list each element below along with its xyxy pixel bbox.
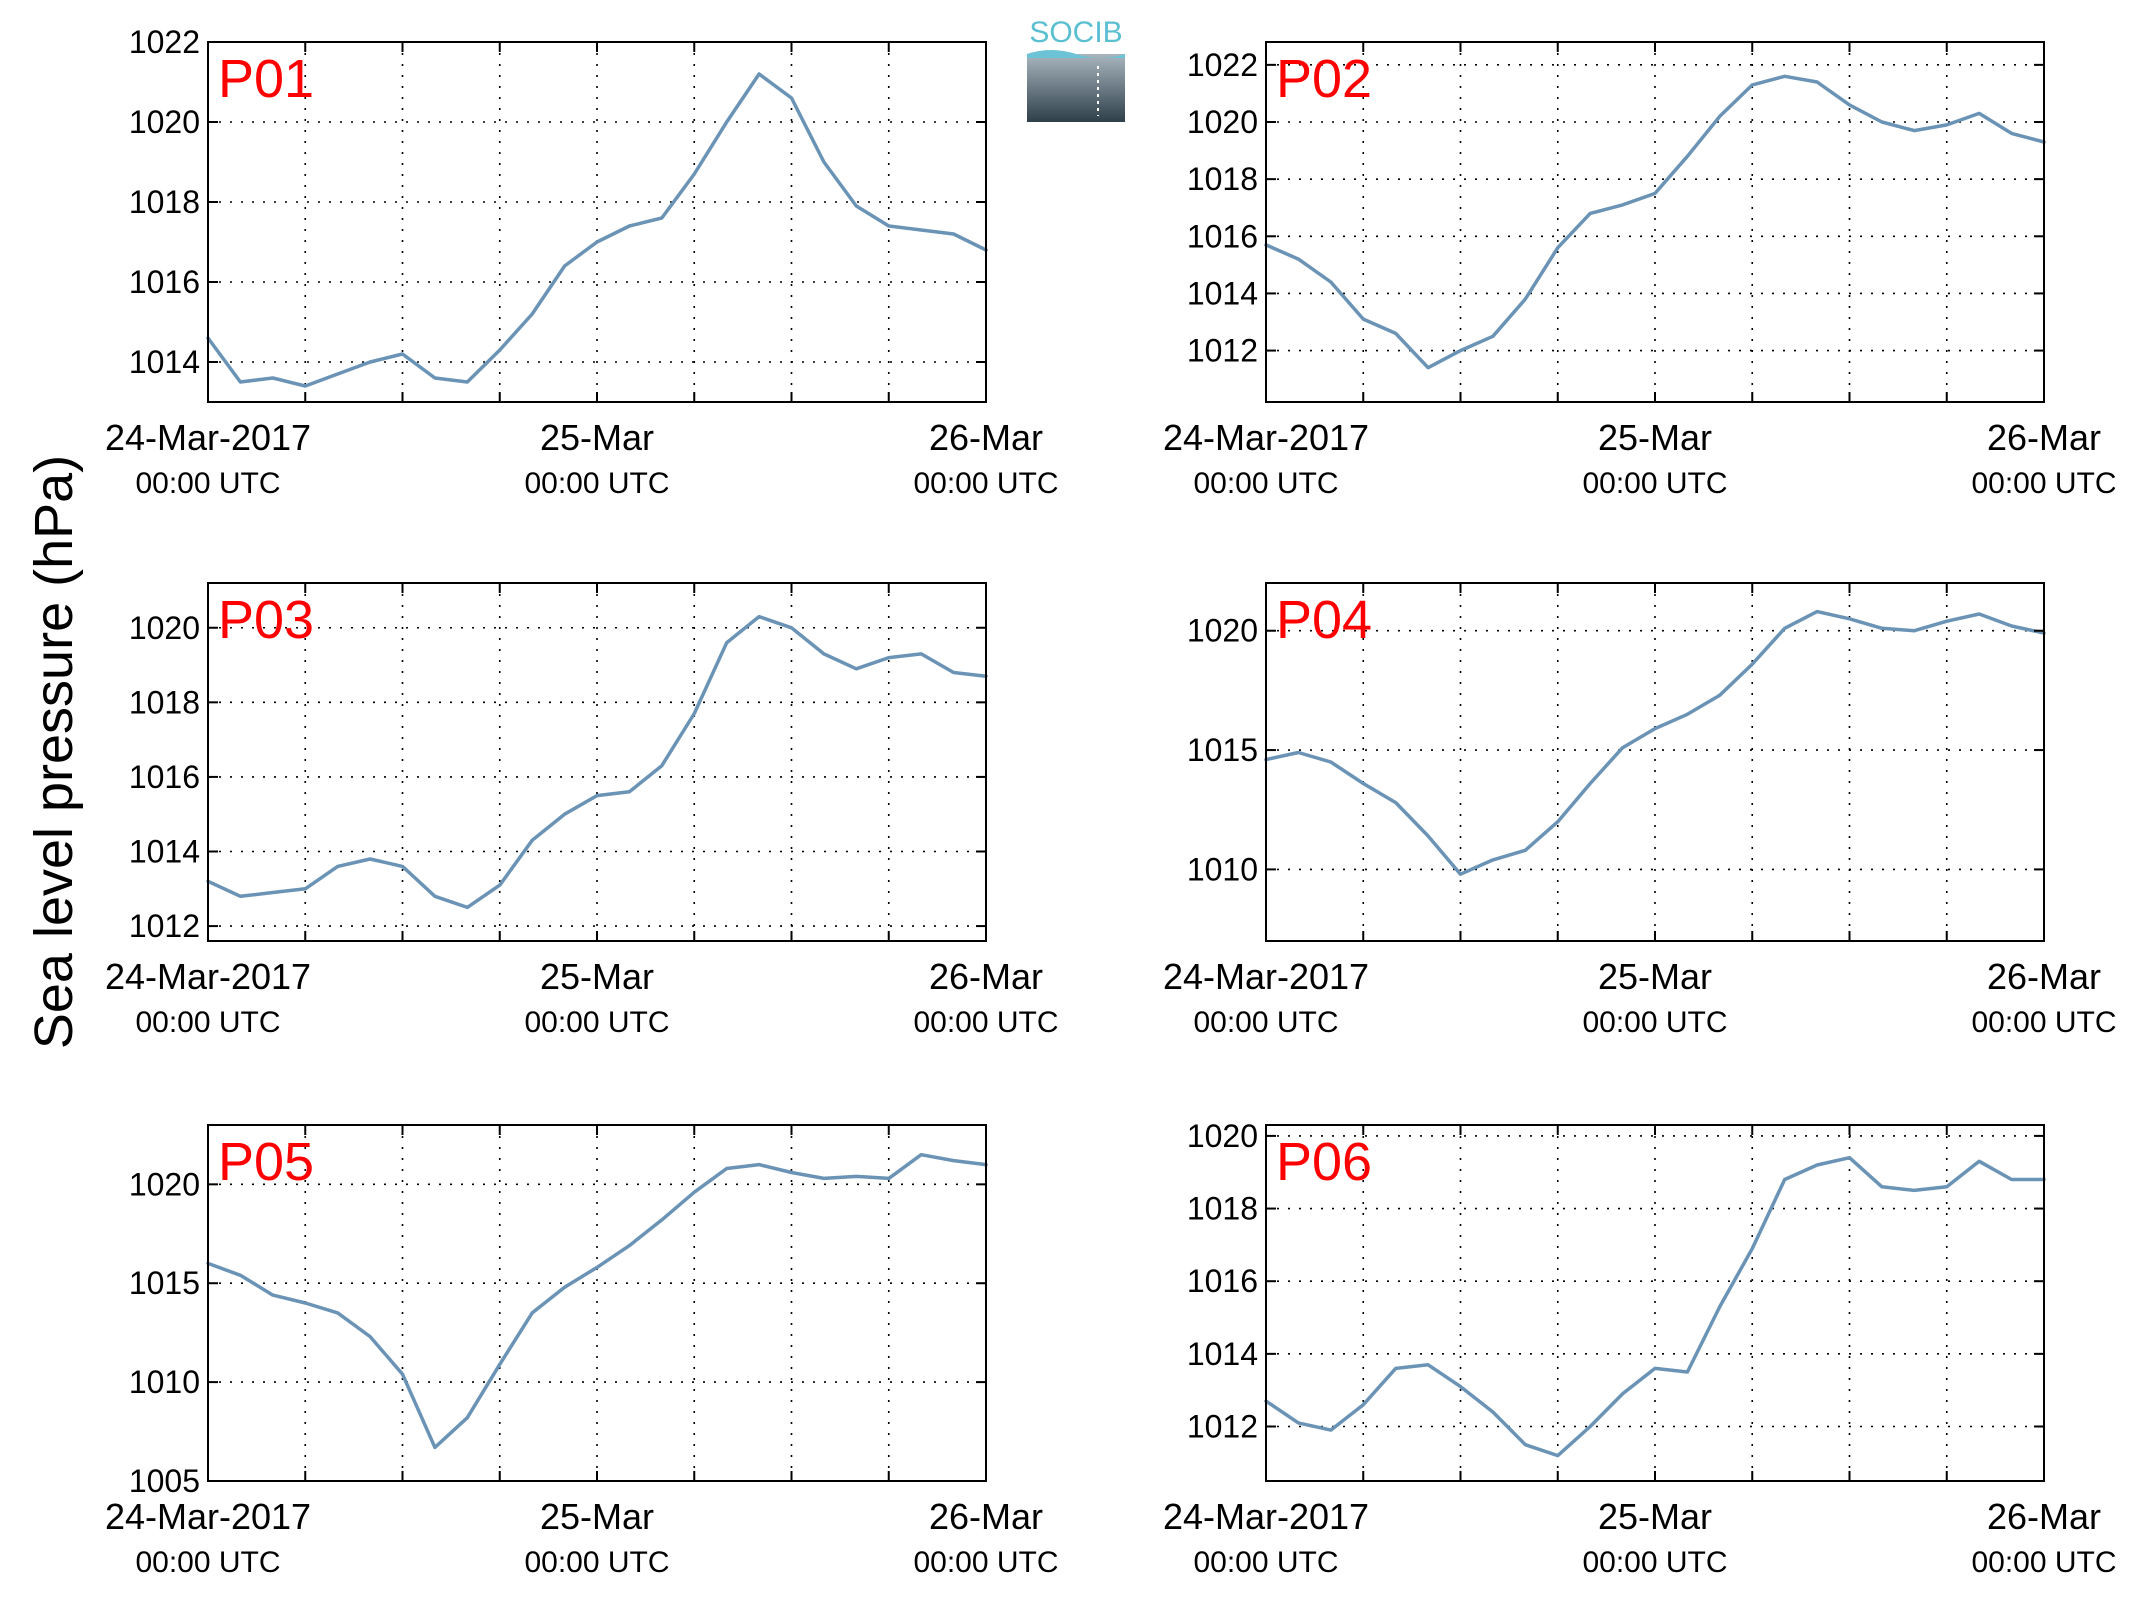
x-tick-label-date: 26-Mar — [929, 1496, 1043, 1537]
y-tick-label: 1015 — [1187, 732, 1258, 768]
logo-block — [1027, 54, 1125, 122]
pressure-series-line — [1264, 1155, 2046, 1458]
x-tick-label-time: 00:00 UTC — [913, 1546, 1058, 1579]
socib-logo: SOCIB — [1027, 16, 1125, 122]
x-tick-label-time: 00:00 UTC — [913, 1006, 1058, 1039]
pressure-series-line — [1264, 609, 2046, 876]
x-tick-label-time: 00:00 UTC — [1582, 1006, 1727, 1039]
x-tick-label-date: 26-Mar — [929, 417, 1043, 458]
y-tick-label: 1015 — [129, 1265, 200, 1301]
x-tick-label-time: 00:00 UTC — [913, 467, 1058, 500]
x-tick-label-date: 26-Mar — [1987, 956, 2101, 997]
panels: 1014 1016 1018 1020 1022 24-Mar-2017 00:00 UTC… — [105, 24, 2117, 1579]
x-tick-label-date: 26-Mar — [929, 956, 1043, 997]
x-tick-label-time: 00:00 UTC — [1971, 1006, 2116, 1039]
x-tick-label-time: 00:00 UTC — [1582, 1546, 1727, 1579]
y-tick-label: 1020 — [129, 104, 200, 140]
x-tick-label-date: 24-Mar-2017 — [1163, 1496, 1369, 1537]
x-tick-label-date: 26-Mar — [1987, 1496, 2101, 1537]
x-tick-label-date: 25-Mar — [1598, 417, 1712, 458]
y-tick-label: 1010 — [129, 1364, 200, 1400]
y-tick-label: 1012 — [1187, 1409, 1258, 1445]
y-tick-label: 1022 — [129, 24, 200, 60]
y-tick-label: 1020 — [1187, 613, 1258, 649]
y-tick-label: 1010 — [1187, 851, 1258, 887]
x-tick-label-date: 26-Mar — [1987, 417, 2101, 458]
y-tick-label: 1018 — [1187, 161, 1258, 197]
x-tick-label-time: 00:00 UTC — [1193, 1006, 1338, 1039]
panel-label: P02 — [1276, 49, 1372, 109]
x-tick-label-date: 25-Mar — [540, 1496, 654, 1537]
y-tick-label: 1022 — [1187, 47, 1258, 83]
x-tick-label-time: 00:00 UTC — [1971, 467, 2116, 500]
pressure-series-line — [206, 72, 988, 388]
pressure-series-line — [206, 614, 988, 910]
panel-label: P05 — [218, 1132, 314, 1192]
y-tick-label: 1020 — [129, 1166, 200, 1202]
plot-area — [1266, 42, 2044, 402]
x-tick-label-time: 00:00 UTC — [1193, 467, 1338, 500]
x-tick-label-time: 00:00 UTC — [524, 1546, 669, 1579]
logo-text: SOCIB — [1029, 16, 1122, 49]
panel-label: P06 — [1276, 1132, 1372, 1192]
plot-area — [208, 583, 986, 941]
x-tick-label-time: 00:00 UTC — [135, 1546, 280, 1579]
y-tick-label: 1018 — [129, 184, 200, 220]
y-axis-label: Sea level pressure (hPa) — [24, 455, 84, 1049]
pressure-series-line — [206, 1152, 988, 1450]
x-tick-label-date: 24-Mar-2017 — [1163, 417, 1369, 458]
x-tick-label-date: 25-Mar — [1598, 1496, 1712, 1537]
logo-wave — [1027, 50, 1125, 58]
x-tick-label-date: 25-Mar — [540, 417, 654, 458]
x-tick-label-date: 25-Mar — [540, 956, 654, 997]
x-tick-label-time: 00:00 UTC — [1582, 467, 1727, 500]
y-tick-label: 1014 — [129, 344, 200, 380]
x-tick-label-time: 00:00 UTC — [135, 467, 280, 500]
panel-p03: 1012 1014 1016 1018 1020 24-Mar-2017 00:00 UTC… — [105, 582, 1059, 1039]
x-tick-label-date: 24-Mar-2017 — [105, 1496, 311, 1537]
x-tick-label-date: 24-Mar-2017 — [105, 417, 311, 458]
y-tick-label: 1020 — [1187, 1118, 1258, 1154]
x-tick-label-time: 00:00 UTC — [524, 467, 669, 500]
y-tick-label: 1018 — [1187, 1191, 1258, 1227]
y-tick-label: 1016 — [129, 264, 200, 300]
y-tick-label: 1020 — [1187, 104, 1258, 140]
x-tick-label-time: 00:00 UTC — [1971, 1546, 2116, 1579]
y-tick-label: 1012 — [129, 908, 200, 944]
y-tick-label: 1020 — [129, 610, 200, 646]
x-tick-label-time: 00:00 UTC — [1193, 1546, 1338, 1579]
panel-p05: 1005 1010 1015 1020 24-Mar-2017 00:00 UTC 25-M… — [105, 1124, 1059, 1579]
panel-p04: 1010 1015 1020 24-Mar-2017 00:00 UTC 25-Mar 00… — [1163, 582, 2117, 1039]
panel-label: P01 — [218, 49, 314, 109]
y-tick-label: 1016 — [1187, 218, 1258, 254]
x-tick-label-time: 00:00 UTC — [524, 1006, 669, 1039]
y-tick-label: 1012 — [1187, 333, 1258, 369]
panel-label: P04 — [1276, 590, 1372, 650]
y-tick-label: 1016 — [129, 759, 200, 795]
x-tick-label-date: 24-Mar-2017 — [105, 956, 311, 997]
y-tick-label: 1018 — [129, 684, 200, 720]
x-tick-label-date: 24-Mar-2017 — [1163, 956, 1369, 997]
panel-p06: 1012 1014 1016 1018 1020 24-Mar-2017 00:00 UTC… — [1163, 1118, 2117, 1579]
panel-p02: 1012 1014 1016 1018 1020 1022 24-Mar-2017 00:00… — [1163, 41, 2117, 500]
y-tick-label: 1014 — [129, 834, 200, 870]
y-tick-label: 1005 — [129, 1463, 200, 1499]
y-tick-label: 1014 — [1187, 275, 1258, 311]
plot-area — [1266, 583, 2044, 941]
panel-p01: 1014 1016 1018 1020 1022 24-Mar-2017 00:00 UTC… — [105, 24, 1059, 500]
panel-label: P03 — [218, 590, 314, 650]
pressure-series-line — [1264, 74, 2046, 370]
y-tick-label: 1014 — [1187, 1336, 1258, 1372]
y-tick-label: 1016 — [1187, 1263, 1258, 1299]
plot-area — [208, 42, 986, 402]
x-tick-label-time: 00:00 UTC — [135, 1006, 280, 1039]
x-tick-label-date: 25-Mar — [1598, 956, 1712, 997]
